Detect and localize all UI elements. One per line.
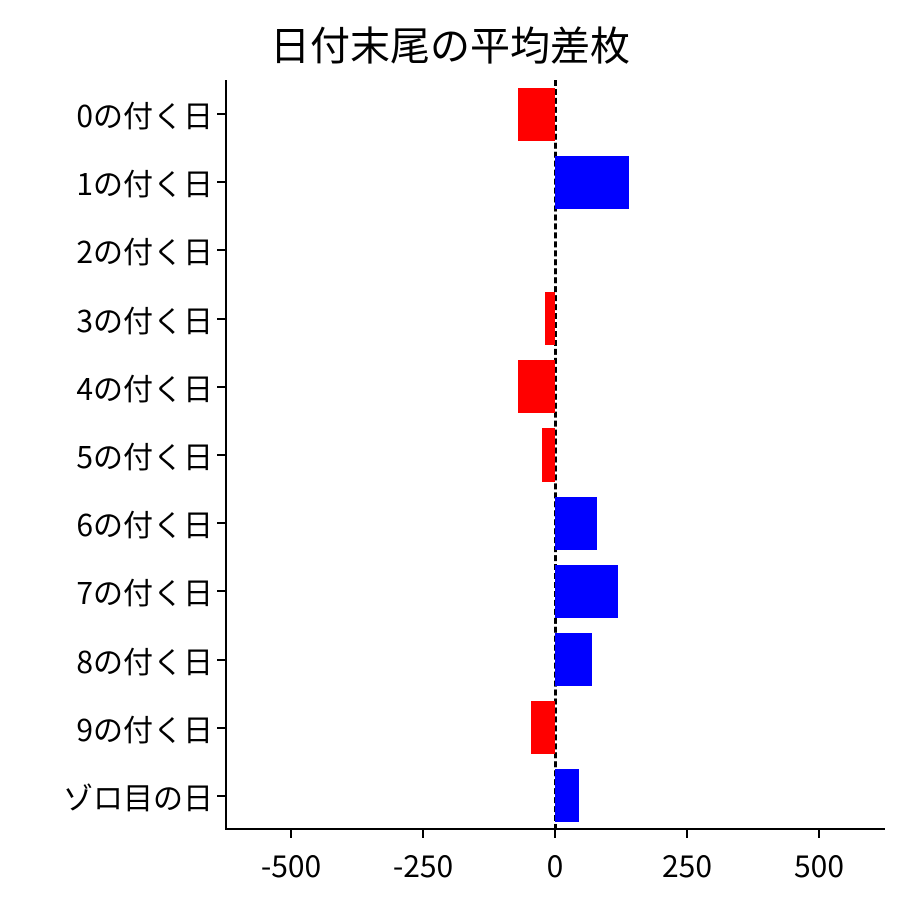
y-tick-label: 2の付く日: [13, 229, 213, 271]
x-tick-mark: [554, 830, 556, 838]
bar: [555, 769, 579, 822]
bar: [555, 633, 592, 686]
y-tick-mark: [217, 659, 225, 661]
y-tick-mark: [217, 318, 225, 320]
y-tick-mark: [217, 113, 225, 115]
plot-area: 0の付く日1の付く日2の付く日3の付く日4の付く日5の付く日6の付く日7の付く日…: [225, 80, 885, 830]
y-tick-label: 9の付く日: [13, 707, 213, 749]
chart-title: 日付末尾の平均差枚: [0, 14, 900, 72]
y-tick-label: ゾロ目の日: [13, 775, 213, 817]
y-tick-mark: [217, 181, 225, 183]
x-tick-mark: [686, 830, 688, 838]
y-tick-mark: [217, 590, 225, 592]
y-tick-mark: [217, 727, 225, 729]
y-axis-spine: [225, 80, 227, 830]
x-tick-label: 0: [495, 842, 615, 886]
y-tick-mark: [217, 795, 225, 797]
y-tick-label: 1の付く日: [13, 161, 213, 203]
y-tick-label: 3の付く日: [13, 298, 213, 340]
bar: [518, 88, 555, 141]
y-tick-mark: [217, 386, 225, 388]
x-tick-label: -500: [231, 842, 351, 886]
y-tick-label: 4の付く日: [13, 366, 213, 408]
x-tick-label: 500: [759, 842, 879, 886]
x-tick-mark: [422, 830, 424, 838]
y-tick-label: 7の付く日: [13, 570, 213, 612]
y-tick-mark: [217, 522, 225, 524]
y-tick-mark: [217, 249, 225, 251]
x-tick-label: 250: [627, 842, 747, 886]
x-tick-mark: [290, 830, 292, 838]
bar: [542, 428, 555, 481]
y-tick-label: 5の付く日: [13, 434, 213, 476]
bar: [555, 497, 597, 550]
y-tick-label: 6の付く日: [13, 502, 213, 544]
x-tick-mark: [818, 830, 820, 838]
bar: [555, 156, 629, 209]
x-tick-label: -250: [363, 842, 483, 886]
y-tick-label: 0の付く日: [13, 93, 213, 135]
bar: [518, 360, 555, 413]
y-tick-mark: [217, 454, 225, 456]
bar: [545, 292, 555, 345]
chart-container: 日付末尾の平均差枚 0の付く日1の付く日2の付く日3の付く日4の付く日5の付く日…: [0, 0, 900, 900]
y-tick-label: 8の付く日: [13, 639, 213, 681]
bar: [555, 565, 618, 618]
bar: [531, 701, 555, 754]
